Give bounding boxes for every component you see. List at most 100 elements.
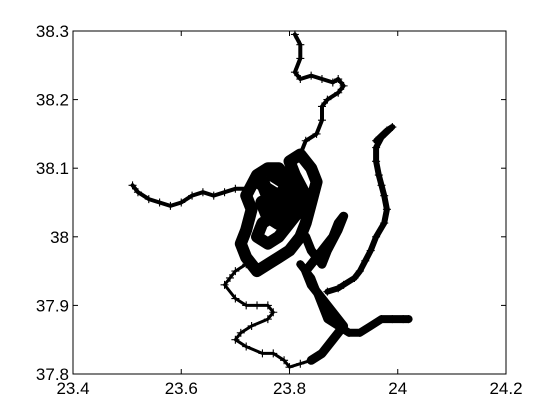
series-line (223, 262, 313, 369)
data-point-marker (242, 225, 251, 234)
data-point-marker (258, 349, 267, 358)
series-north-spur (290, 30, 348, 159)
y-tick-label: 37.9 (36, 296, 69, 315)
data-point-marker (231, 335, 240, 344)
data-point-marker (339, 321, 348, 330)
data-point-marker (236, 239, 245, 248)
y-tick-labels: 37.8 37.9 38 38.1 38.2 38.3 (36, 22, 69, 384)
data-point-marker (242, 253, 251, 262)
data-point-marker (317, 116, 326, 125)
data-point-marker (231, 294, 240, 303)
data-point-marker (258, 198, 267, 207)
data-point-marker (323, 315, 332, 324)
data-point-marker (307, 356, 316, 365)
data-point-marker (307, 71, 316, 80)
data-point-marker (188, 191, 197, 200)
data-point-marker (307, 246, 316, 255)
data-point-marker (269, 349, 278, 358)
data-point-marker (307, 280, 316, 289)
data-point-marker (269, 308, 278, 317)
data-point-marker (377, 315, 386, 324)
y-tick-label: 37.8 (36, 365, 69, 384)
data-point-marker (290, 68, 299, 77)
data-point-marker (355, 267, 364, 276)
data-point-marker (355, 328, 364, 337)
series-south-central (301, 211, 349, 365)
data-point-marker (231, 267, 240, 276)
data-point-marker (334, 88, 343, 97)
data-point-marker (253, 267, 262, 276)
data-point-marker (253, 301, 262, 310)
data-point-marker (317, 260, 326, 269)
data-point-marker (285, 246, 294, 255)
data-point-marker (328, 308, 337, 317)
x-tick-label: 24 (388, 379, 407, 398)
data-point-marker (269, 201, 278, 210)
data-point-marker (323, 239, 332, 248)
data-point-marker (312, 253, 321, 262)
y-tick-label: 38.3 (36, 22, 69, 41)
data-point-marker (317, 349, 326, 358)
data-point-marker (296, 54, 305, 63)
data-point-marker (339, 212, 348, 221)
data-point-marker (263, 239, 272, 248)
data-point-marker (317, 75, 326, 84)
data-point-marker (253, 232, 262, 241)
y-tick-label: 38.2 (36, 91, 69, 110)
data-point-marker (242, 260, 251, 269)
data-point-marker (247, 321, 256, 330)
data-point-marker (312, 177, 321, 186)
data-point-marker (285, 212, 294, 221)
data-point-marker (404, 315, 413, 324)
data-point-marker (263, 212, 272, 221)
data-point-marker (366, 246, 375, 255)
data-point-marker (269, 171, 278, 180)
data-point-marker (290, 30, 299, 39)
data-point-marker (231, 184, 240, 193)
data-point-marker (334, 284, 343, 293)
data-point-marker (296, 260, 305, 269)
series-east-loop (323, 123, 397, 296)
data-point-marker (296, 184, 305, 193)
data-point-marker (285, 157, 294, 166)
data-point-marker (388, 123, 397, 132)
data-point-marker (323, 246, 332, 255)
data-point-marker (144, 195, 153, 204)
data-point-marker (388, 315, 397, 324)
data-point-marker (242, 191, 251, 200)
data-point-marker (133, 188, 142, 197)
data-point-marker (339, 280, 348, 289)
data-point-marker (380, 191, 389, 200)
data-point-marker (220, 188, 229, 197)
data-point-marker (366, 321, 375, 330)
data-point-marker (296, 359, 305, 368)
series-line (301, 211, 349, 365)
data-point-marker (301, 267, 310, 276)
data-point-marker (328, 232, 337, 241)
data-point-marker (323, 287, 332, 296)
data-series (128, 30, 413, 372)
series-west-spur (128, 177, 262, 210)
data-point-marker (263, 315, 272, 324)
data-point-marker (317, 102, 326, 111)
data-point-marker (177, 198, 186, 207)
data-point-marker (263, 191, 272, 200)
series-central-mass-b (255, 168, 308, 231)
data-point-marker (290, 171, 299, 180)
data-point-marker (225, 273, 234, 282)
tick-marks (72, 30, 507, 375)
data-point-marker (209, 191, 218, 200)
data-point-marker (280, 177, 289, 186)
data-point-marker (328, 335, 337, 344)
y-tick-label: 38.1 (36, 159, 69, 178)
y-tick-label: 38 (50, 228, 69, 247)
data-point-marker (317, 294, 326, 303)
data-point-marker (334, 219, 343, 228)
data-point-marker (263, 260, 272, 269)
data-point-marker (166, 201, 175, 210)
data-point-marker (328, 78, 337, 87)
data-point-marker (274, 198, 283, 207)
data-point-marker (285, 363, 294, 372)
data-point-marker (372, 232, 381, 241)
data-point-marker (280, 356, 289, 365)
